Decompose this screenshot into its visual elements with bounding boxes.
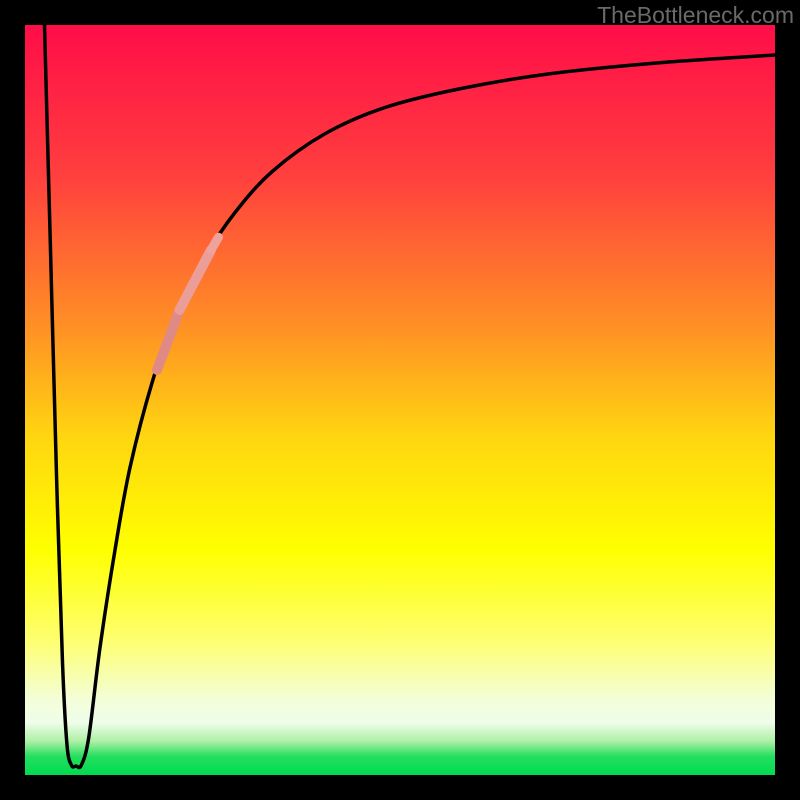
watermark-text: TheBottleneck.com [597, 2, 794, 29]
chart-svg [0, 0, 800, 800]
frame-right [775, 0, 800, 800]
frame-left [0, 0, 25, 800]
plot-background [25, 25, 775, 775]
bottleneck-chart: TheBottleneck.com [0, 0, 800, 800]
frame-bottom [0, 775, 800, 800]
